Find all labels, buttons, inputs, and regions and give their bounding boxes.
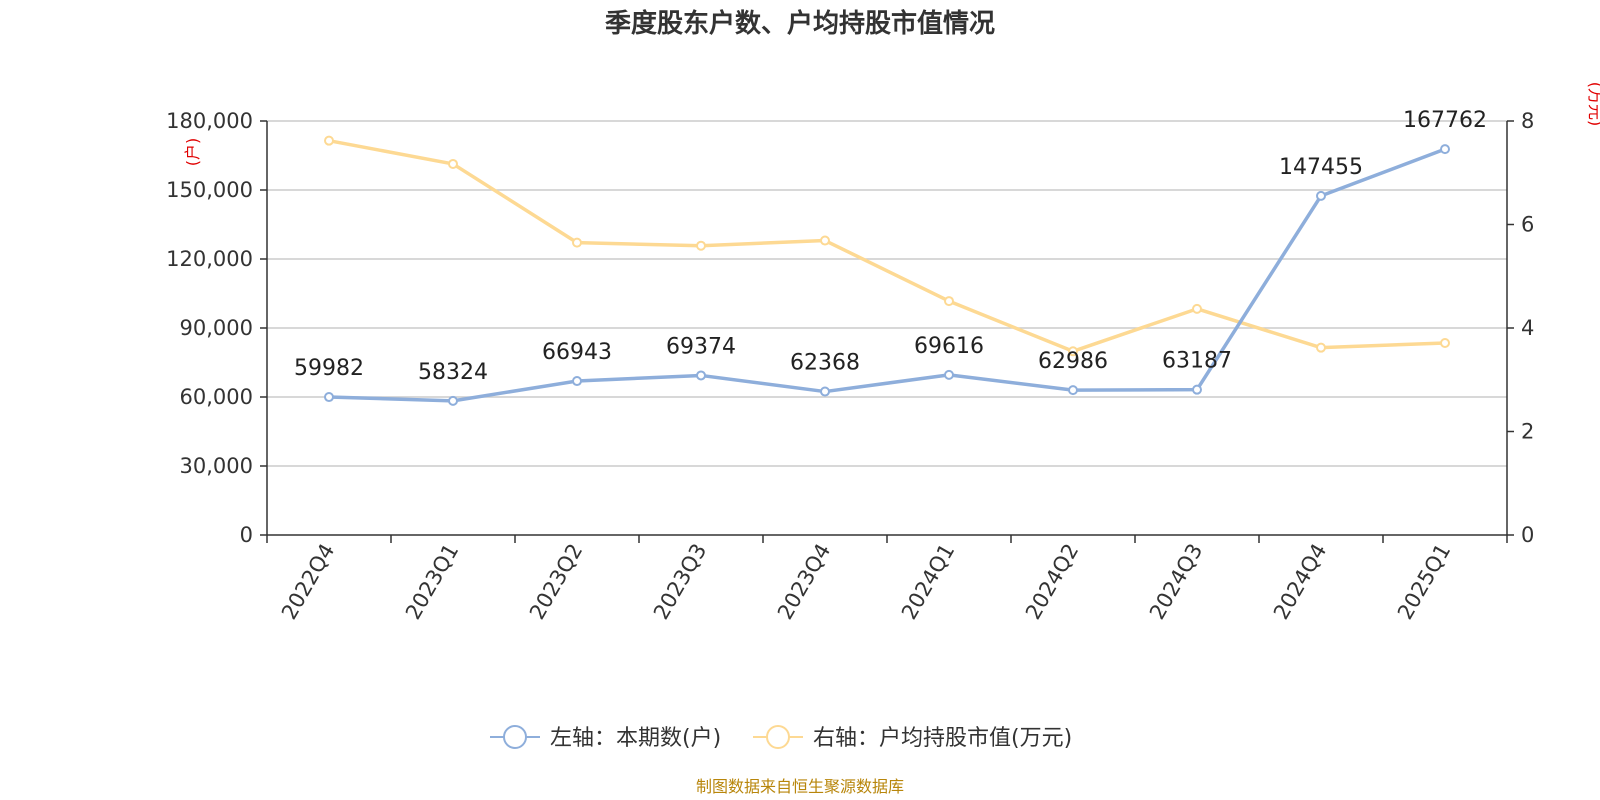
right-axis-tick-label: 4 (1521, 316, 1534, 340)
x-axis-tick-label: 2025Q1 (1393, 540, 1455, 624)
left-axis-tick-label: 30,000 (180, 454, 253, 478)
right-axis-tick-label: 8 (1521, 109, 1534, 133)
right-axis-tick-label: 6 (1521, 213, 1534, 237)
right-axis-unit: (万元) (1586, 82, 1600, 127)
left-series-point (572, 376, 582, 387)
left-series-point (448, 395, 458, 406)
right-series-line (328, 138, 1446, 354)
left-axis-tick-label: 60,000 (180, 385, 253, 409)
left-axis-tick-label: 180,000 (166, 109, 253, 133)
left-series-point (1316, 190, 1326, 201)
left-series-point (1440, 144, 1450, 155)
data-label: 147455 (1279, 155, 1363, 180)
x-axis-tick-label: 2023Q1 (401, 540, 463, 624)
left-axis-tick-label: 120,000 (166, 247, 253, 271)
data-label: 167762 (1403, 108, 1487, 133)
left-series-point (1068, 385, 1078, 396)
x-axis-tick-label: 2023Q2 (525, 540, 587, 624)
data-label: 62368 (790, 351, 860, 376)
data-label: 66943 (542, 340, 612, 365)
right-axis-tick-label: 2 (1521, 420, 1534, 444)
left-series-line (328, 147, 1446, 403)
x-axis-tick-label: 2023Q3 (649, 540, 711, 624)
x-axis-tick-label: 2024Q2 (1021, 540, 1083, 624)
right-series-point (1068, 346, 1078, 357)
series (324, 135, 1450, 406)
right-series-point (1316, 342, 1326, 353)
x-axis-tick-label: 2024Q1 (897, 540, 959, 624)
legend-marker-left-series (503, 725, 527, 749)
data-label: 58324 (418, 360, 488, 385)
data-source-note: 制图数据来自恒生聚源数据库 (696, 777, 904, 796)
left-axis-unit: (户) (183, 138, 202, 167)
x-axis-tick-label: 2023Q4 (773, 540, 835, 624)
legend-item-right-series[interactable]: 右轴：户均持股市值(万元) (753, 725, 1072, 751)
data-label: 69616 (914, 334, 984, 359)
right-axis-tick-label: 0 (1521, 523, 1534, 547)
legend-label-left-series: 左轴：本期数(户) (550, 726, 721, 751)
x-axis-tick-label: 2024Q3 (1145, 540, 1207, 624)
right-series-point (944, 296, 954, 307)
left-axis-tick-label: 0 (240, 523, 253, 547)
data-label: 59982 (294, 356, 364, 381)
legend-label-right-series: 右轴：户均持股市值(万元) (813, 726, 1072, 751)
data-label: 62986 (1038, 349, 1108, 374)
right-series-point (324, 135, 334, 146)
data-label: 69374 (666, 334, 736, 359)
right-series-point (448, 158, 458, 169)
left-series-point (696, 370, 706, 381)
x-axis-tick-label: 2024Q4 (1269, 540, 1331, 624)
data-label: 63187 (1162, 349, 1232, 374)
left-series-point (944, 369, 954, 380)
data-labels: 59982 58324 66943 69374 62368 69616 62986 63187… (294, 108, 1487, 385)
right-series-point (1192, 303, 1202, 314)
right-series-point (1440, 338, 1450, 349)
right-series-point (696, 240, 706, 251)
left-axis-tick-label: 150,000 (166, 178, 253, 202)
x-axis-tick-label: 2022Q4 (277, 540, 339, 624)
chart-title: 季度股东户数、户均持股市值情况 (605, 8, 995, 39)
left-axis-tick-label: 90,000 (180, 316, 253, 340)
right-series-point (572, 237, 582, 248)
left-series-point (324, 392, 334, 403)
legend-marker-right-series (766, 725, 790, 749)
legend[interactable]: 左轴：本期数(户) 右轴：户均持股市值(万元) (490, 725, 1072, 751)
right-series-point (820, 235, 830, 246)
legend-item-left-series[interactable]: 左轴：本期数(户) (490, 725, 721, 751)
left-series-point (1192, 384, 1202, 395)
left-series-point (820, 386, 830, 397)
